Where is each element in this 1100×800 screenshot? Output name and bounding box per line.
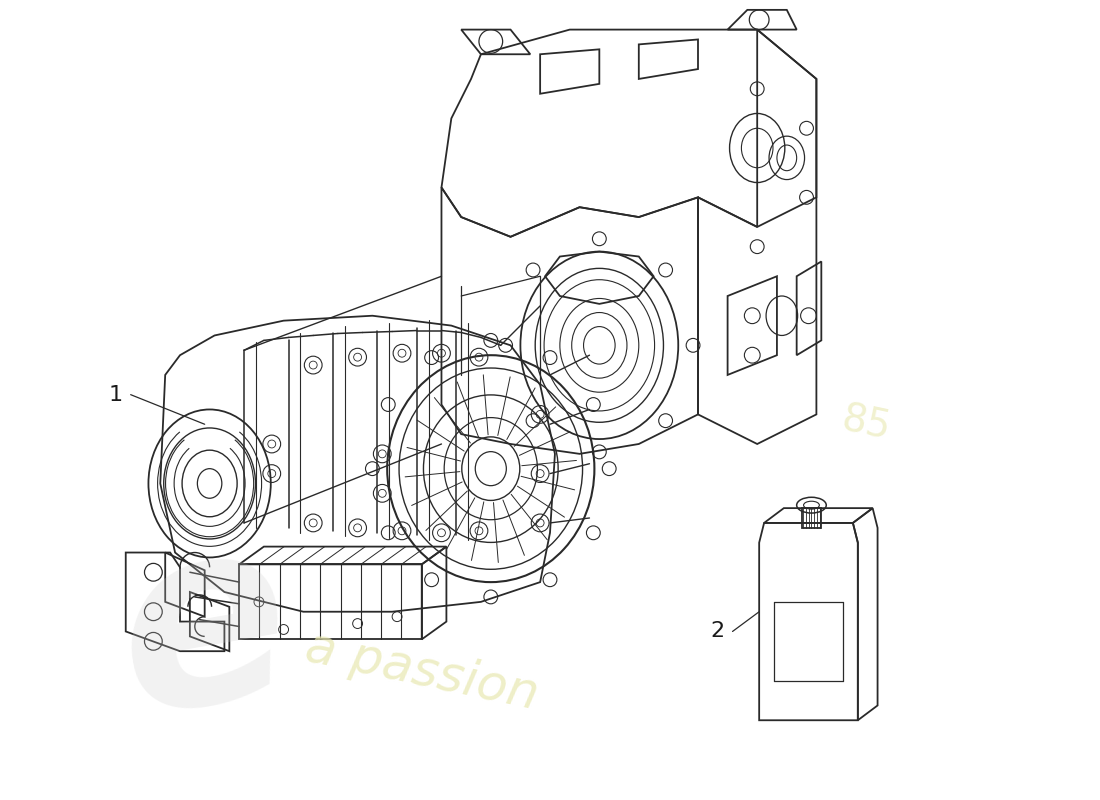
Text: e: e [100,498,309,766]
Text: 2: 2 [711,622,725,642]
Text: 85: 85 [837,401,894,448]
Text: a passion: a passion [300,622,542,719]
Text: 1: 1 [109,385,123,405]
